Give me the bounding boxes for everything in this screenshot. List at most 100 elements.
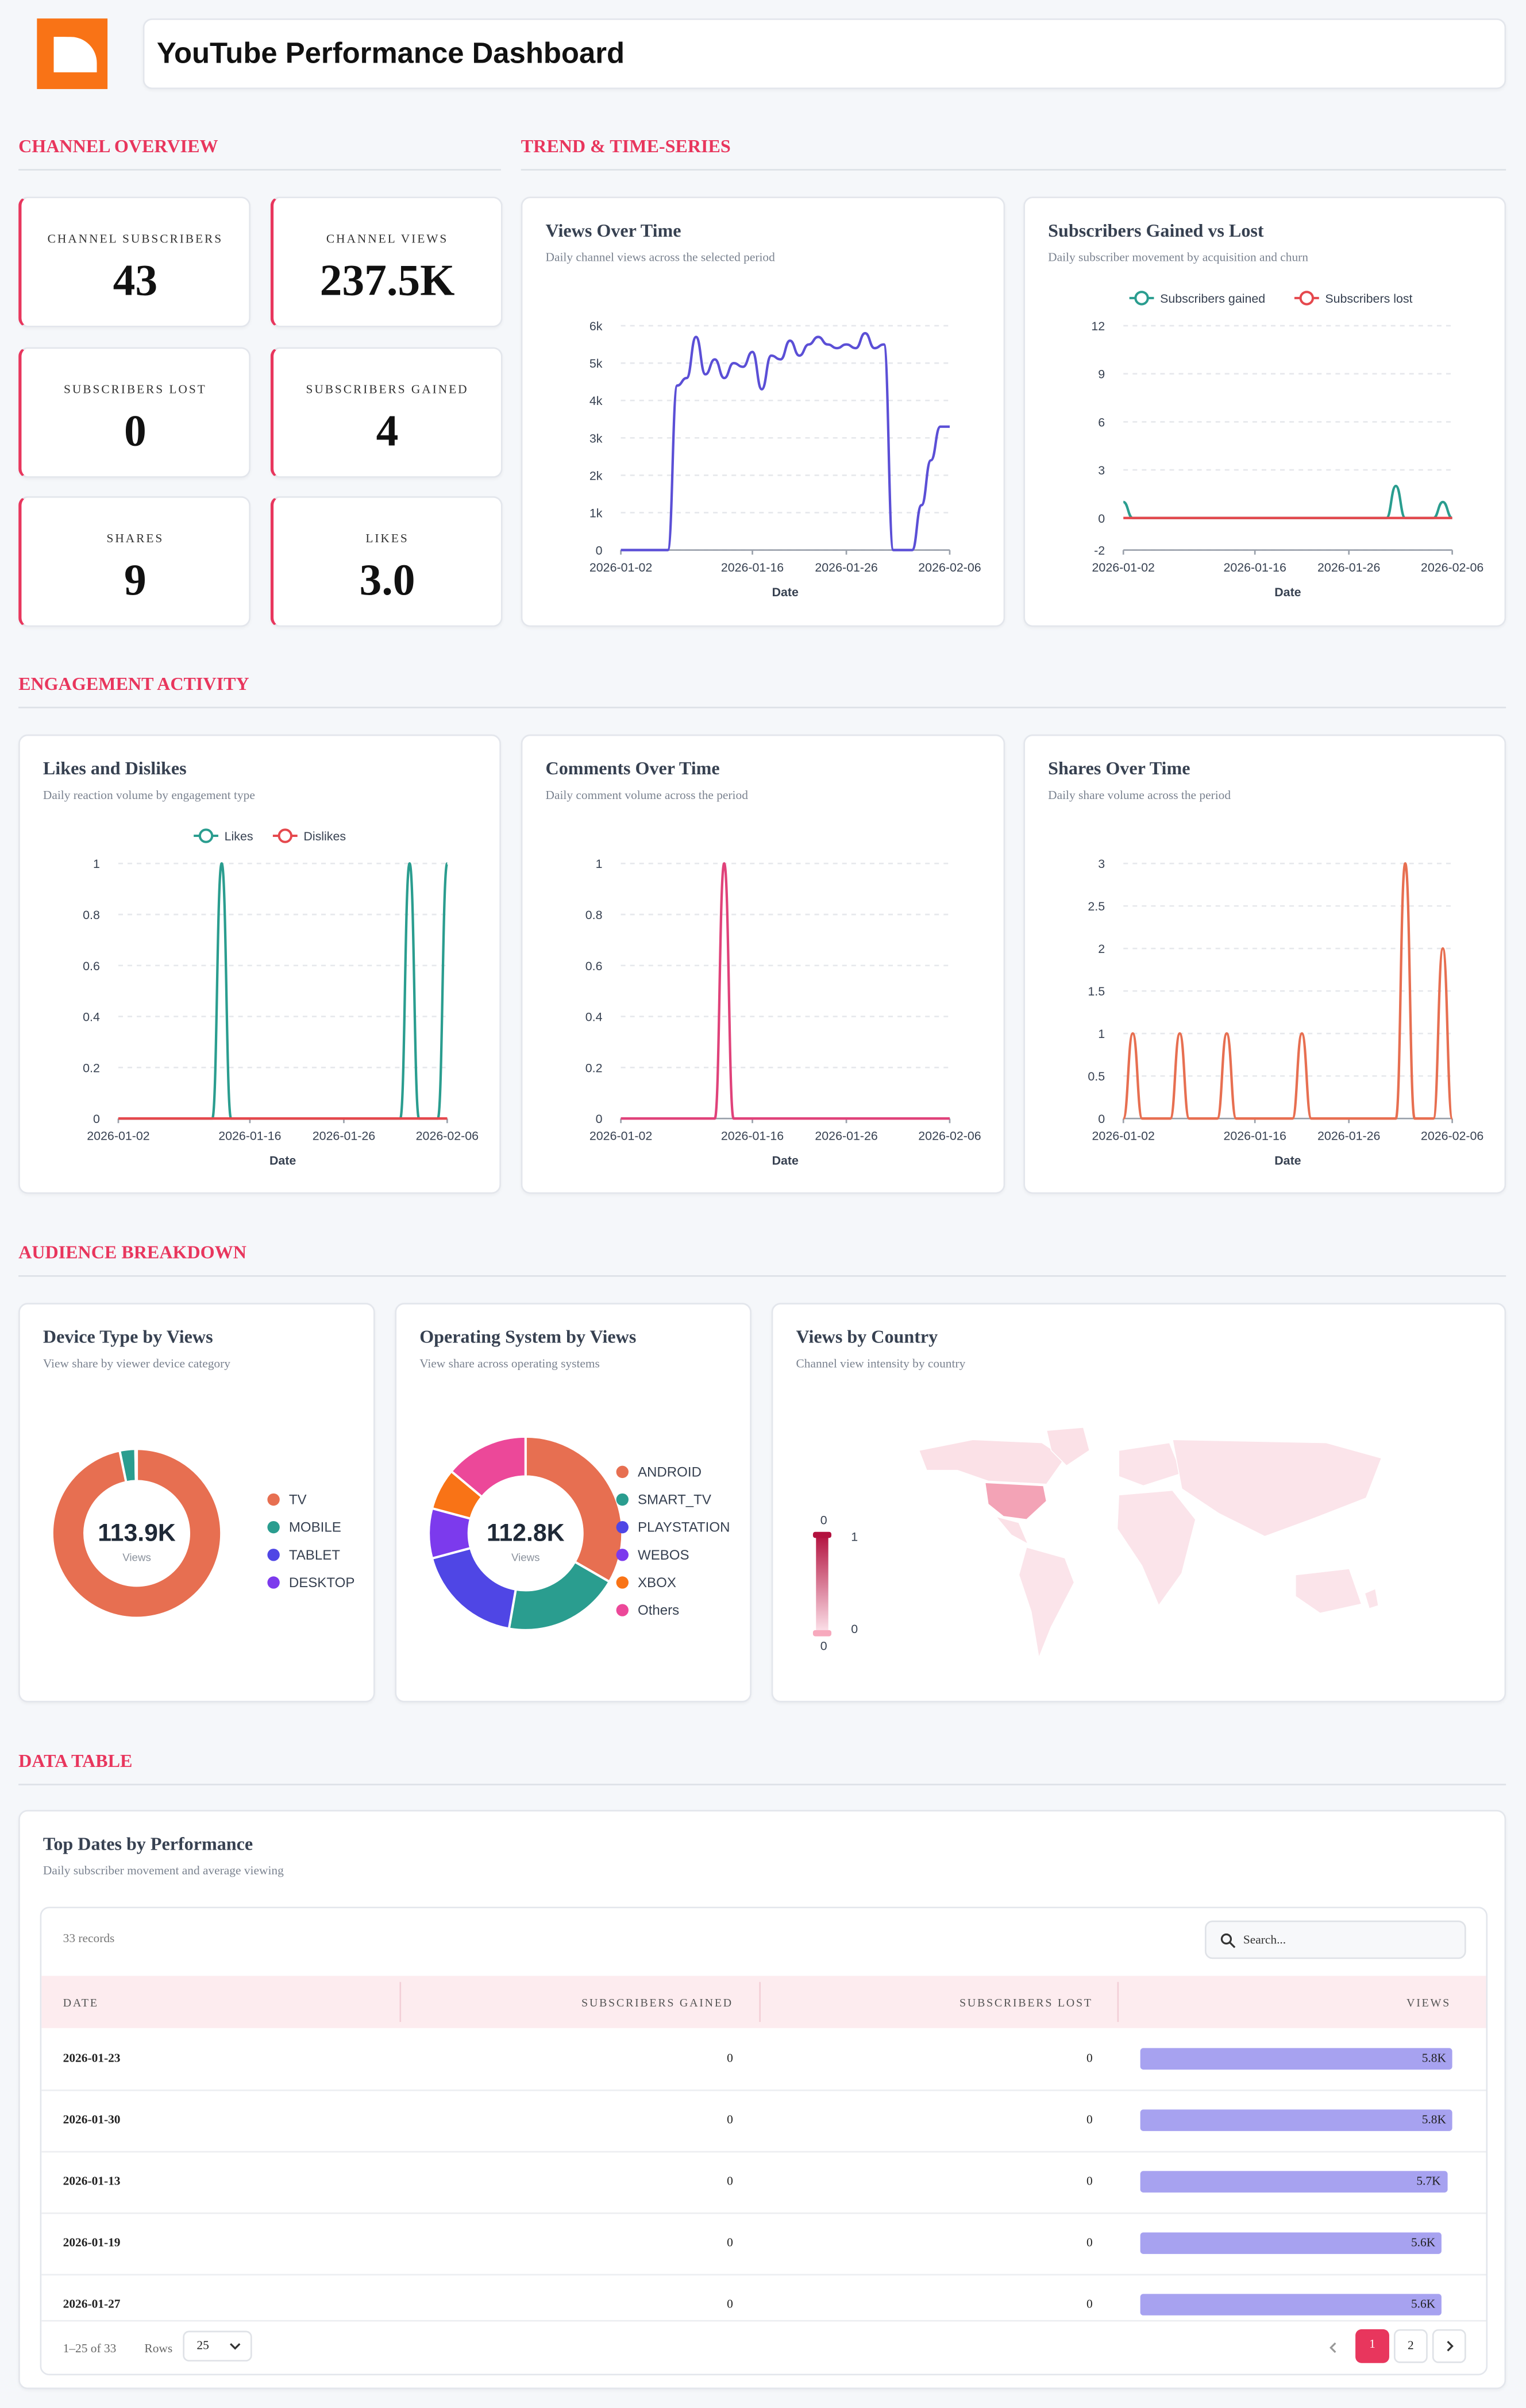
y-tick-label: 9 [1098, 368, 1105, 381]
donut-segment [524, 1435, 624, 1584]
section-title: CHANNEL OVERVIEW [18, 135, 218, 157]
view-bar: 5.8K [1140, 2048, 1452, 2070]
legend-handle [812, 1630, 832, 1637]
dropdown-icon[interactable] [228, 2338, 243, 2354]
x-tick-label: 2026-01-02 [1092, 1129, 1155, 1143]
legend-handle [812, 1531, 832, 1538]
y-tick-label: 12 [1091, 319, 1105, 333]
view-bar: 5.6K [1140, 2294, 1442, 2316]
table-cell: 0 [1086, 2051, 1093, 2065]
next-page[interactable] [1432, 2329, 1466, 2363]
legend-label: 0 [820, 1639, 827, 1653]
table-box: 33 records Search... DATE SUBSCRIBERS GAINE… [40, 1907, 1488, 2376]
kpi-value: 9 [124, 556, 147, 605]
x-axis-label: Date [1274, 1153, 1301, 1167]
y-tick-label: 0 [596, 1112, 603, 1126]
x-tick-label: 2026-01-16 [1224, 1129, 1286, 1143]
x-tick-label: 2026-01-16 [1224, 561, 1286, 574]
kpi-label: SUBSCRIBERS GAINED [306, 383, 469, 397]
search-box[interactable]: Search... [1204, 1920, 1466, 1959]
section-divider [18, 707, 1506, 709]
column-header[interactable]: SUBSCRIBERS GAINED [581, 1996, 733, 2010]
column-header[interactable]: DATE [63, 1996, 99, 2010]
chart-subtitle: Daily channel views across the selected … [545, 250, 775, 265]
legend-label: 0 [820, 1513, 827, 1527]
legend-dot [616, 1465, 629, 1479]
icon [1229, 1942, 1236, 1948]
x-tick-label: 2026-01-02 [87, 1129, 149, 1143]
legend-label: SMART_TV [638, 1492, 711, 1508]
row-divider [41, 2212, 1486, 2214]
legend-label: XBOX [638, 1575, 676, 1591]
chart-title: Operating System by Views [419, 1326, 637, 1348]
chart-title: Device Type by Views [43, 1326, 213, 1348]
x-axis-label: Date [772, 585, 799, 599]
record-count: 33 records [63, 1931, 115, 1946]
view-bar: 5.7K [1140, 2171, 1447, 2193]
table-cell: 0 [1086, 2235, 1093, 2249]
chart-subtitle: Daily share volume across the period [1048, 788, 1231, 802]
x-tick-label: 2026-01-26 [313, 1129, 375, 1143]
country [1118, 1442, 1182, 1487]
legend-label: Subscribers lost [1325, 292, 1412, 306]
legend-dot [267, 1576, 280, 1589]
y-tick-label: 1 [93, 857, 100, 871]
chart-subtitle: View share across operating systems [419, 1356, 600, 1371]
y-tick-label: 0.8 [585, 908, 603, 922]
page-button[interactable]: 1 [1355, 2329, 1389, 2363]
donut-segment [449, 1435, 527, 1499]
legend-marker [1134, 291, 1149, 306]
y-tick-label: 0 [596, 544, 603, 558]
x-tick-label: 2026-02-06 [918, 561, 981, 574]
table-cell: 2026-01-27 [63, 2297, 121, 2311]
table-cell: 0 [1086, 2112, 1093, 2127]
kpi-card: SUBSCRIBERS LOST 0 [18, 347, 251, 478]
row-divider [41, 2089, 1486, 2091]
y-tick-label: 6 [1098, 415, 1105, 429]
y-tick-label: -2 [1094, 544, 1105, 558]
column-header[interactable]: VIEWS [1406, 1996, 1451, 2010]
next-icon[interactable] [1442, 2338, 1457, 2354]
page-button[interactable]: 2 [1393, 2329, 1428, 2363]
x-tick-label: 2026-01-02 [589, 561, 652, 574]
y-tick-label: 2.5 [1088, 900, 1105, 913]
rows-label: Rows [144, 2341, 173, 2356]
y-tick-label: 3 [1098, 464, 1105, 477]
chart-subtitle: Daily reaction volume by engagement type [43, 788, 255, 802]
kpi-label: LIKES [365, 531, 409, 546]
page-number: 1 [1369, 2337, 1375, 2351]
country [1046, 1426, 1090, 1467]
table-cell: 2026-01-23 [63, 2051, 121, 2065]
y-tick-label: 0.4 [83, 1010, 100, 1024]
view-label: 5.8K [1421, 2051, 1446, 2065]
y-tick-label: 0 [93, 1112, 100, 1126]
chart-subtitle: Channel view intensity by country [796, 1356, 966, 1371]
icon [1447, 2341, 1454, 2352]
y-tick-label: 3 [1098, 857, 1105, 871]
donut-center-value: 112.8K [487, 1519, 565, 1547]
legend-dot [267, 1493, 280, 1506]
column-header[interactable]: SUBSCRIBERS LOST [959, 1996, 1093, 2010]
legend-label: PLAYSTATION [638, 1520, 730, 1535]
chart-title: Views Over Time [545, 219, 681, 241]
chart-card: Likes and Dislikes Daily reaction volume … [18, 734, 501, 1194]
prev-page[interactable] [1326, 2340, 1342, 2356]
country [994, 1515, 1030, 1545]
logo [37, 18, 108, 90]
table-subtitle: Daily subscriber movement and average vi… [43, 1863, 284, 1878]
donut-segment [135, 1448, 138, 1483]
search-icon [1220, 1933, 1236, 1948]
rows-select[interactable]: 25 [183, 2330, 252, 2362]
table-cell: 2026-01-30 [63, 2112, 121, 2127]
table-card: Top Dates by Performance Daily subscriber… [18, 1809, 1506, 2390]
kpi-label: SHARES [106, 531, 164, 546]
donut-segment [507, 1560, 611, 1631]
x-tick-label: 2026-01-16 [218, 1129, 281, 1143]
y-tick-label: 0.2 [585, 1061, 603, 1075]
y-tick-label: 0.4 [585, 1010, 603, 1024]
kpi-value: 237.5K [319, 256, 455, 306]
section-divider [521, 169, 1506, 171]
y-tick-label: 0.6 [83, 959, 100, 973]
x-tick-label: 2026-02-06 [1421, 561, 1483, 574]
y-tick-label: 0.8 [83, 908, 100, 922]
